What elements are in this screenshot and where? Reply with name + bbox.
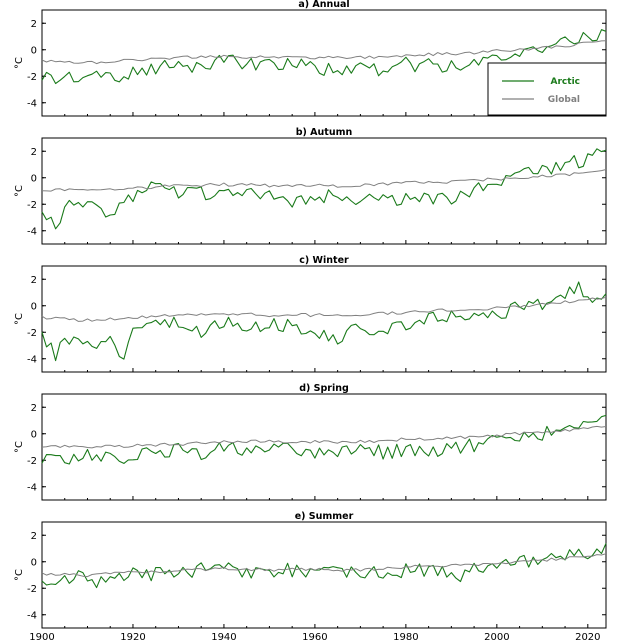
y-tick-label: -4	[27, 354, 37, 365]
plot-frame	[41, 265, 607, 373]
plot-frame	[41, 521, 607, 629]
y-axis-label: °C	[14, 57, 25, 69]
panel-title: c) Winter	[299, 255, 349, 266]
y-tick-label: 0	[31, 301, 37, 312]
y-tick-label: 2	[31, 147, 37, 158]
series-line-global	[41, 425, 607, 449]
y-tick-label: 2	[31, 531, 37, 542]
y-axis-label: °C	[14, 569, 25, 581]
legend-label-arctic: Arctic	[551, 77, 580, 87]
x-tick-label: 1960	[302, 632, 327, 640]
panel-title: d) Spring	[299, 383, 349, 394]
y-tick-label: 0	[31, 557, 37, 568]
series-line-arctic	[41, 543, 607, 589]
y-tick-label: -2	[27, 328, 37, 339]
x-tick-label: 2020	[575, 632, 600, 640]
y-tick-label: 0	[31, 429, 37, 440]
y-tick-label: 0	[31, 173, 37, 184]
series-line-global	[41, 296, 607, 322]
series-line-global	[41, 169, 607, 192]
y-tick-label: -4	[27, 226, 37, 237]
y-tick-label: -4	[27, 98, 37, 109]
series-line-arctic	[41, 29, 607, 85]
x-tick-label: 2000	[484, 632, 509, 640]
series-line-arctic	[41, 414, 607, 465]
y-axis-label: °C	[14, 441, 25, 453]
y-axis-label: °C	[14, 185, 25, 197]
y-tick-label: 2	[31, 275, 37, 286]
series-line-arctic	[41, 281, 607, 362]
y-tick-label: -2	[27, 456, 37, 467]
plot-frame	[41, 137, 607, 245]
panel-title: a) Annual	[298, 0, 349, 10]
x-tick-label: 1920	[120, 632, 145, 640]
series-line-global	[41, 553, 607, 578]
y-tick-label: -4	[27, 610, 37, 621]
x-tick-label: 1940	[211, 632, 236, 640]
x-tick-label: 1980	[393, 632, 418, 640]
x-tick-label: 1900	[29, 632, 54, 640]
panel-title: e) Summer	[295, 511, 354, 522]
y-tick-label: 2	[31, 403, 37, 414]
y-tick-label: 0	[31, 45, 37, 56]
series-line-global	[41, 40, 607, 65]
legend-box	[487, 62, 607, 116]
y-tick-label: -2	[27, 200, 37, 211]
y-tick-label: -4	[27, 482, 37, 493]
panel-title: b) Autumn	[296, 127, 353, 138]
y-axis-label: °C	[14, 313, 25, 325]
legend-label-global: Global	[548, 95, 580, 105]
series-line-arctic	[41, 148, 607, 230]
y-tick-label: 2	[31, 19, 37, 30]
y-tick-label: -2	[27, 72, 37, 83]
y-tick-label: -2	[27, 584, 37, 595]
